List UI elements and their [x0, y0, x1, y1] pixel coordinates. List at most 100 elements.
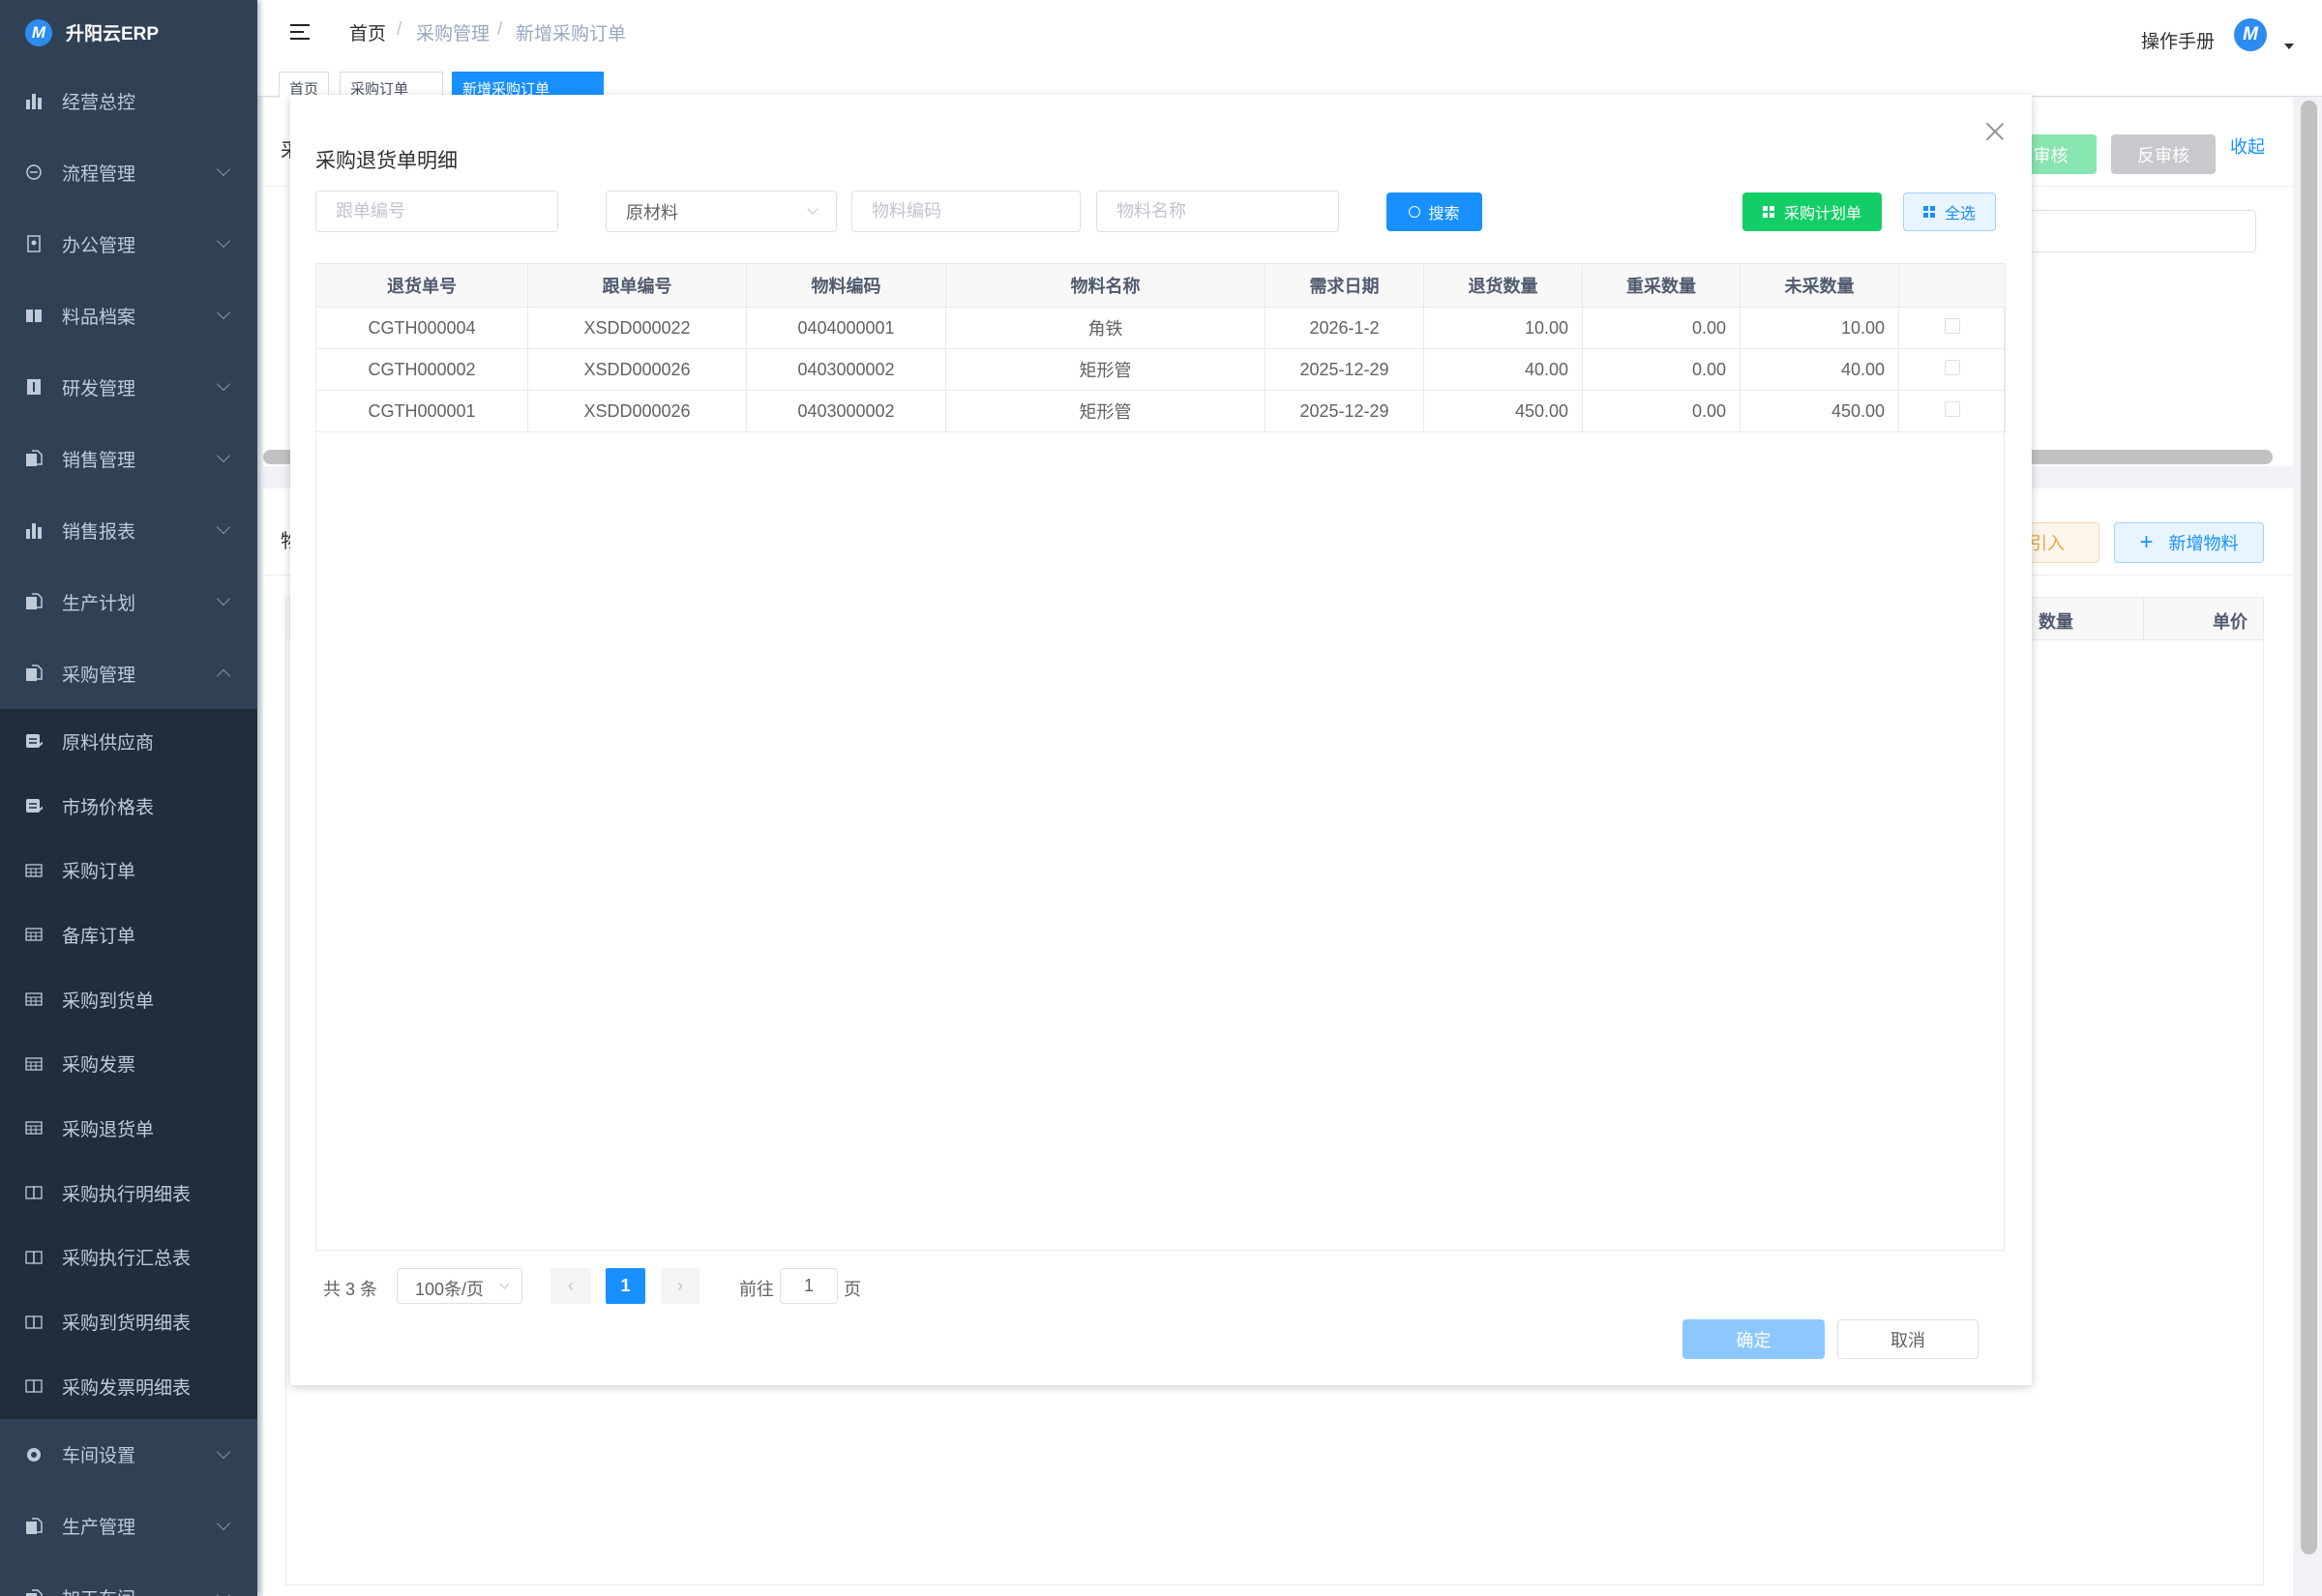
table-row[interactable]: CGTH000004 XSDD000022 0404000001 角铁 2026-1-2…: [315, 307, 2006, 349]
unaudit-button[interactable]: 反审核: [2111, 134, 2216, 174]
table-row[interactable]: CGTH000001 XSDD000026 0403000002 矩形管 2025-12…: [315, 390, 2006, 432]
sidebar-subitem-3[interactable]: 备库订单: [0, 902, 257, 967]
sidebar-item-6[interactable]: 销售报表: [0, 494, 257, 566]
sidebar-item-label: 料品档案: [62, 307, 136, 328]
gear-icon: [25, 1446, 43, 1463]
table-cell: CGTH000002: [315, 348, 528, 391]
table-cell: 矩形管: [945, 348, 1265, 391]
sidebar-subitem-4[interactable]: 采购到货单: [0, 967, 257, 1032]
table-row[interactable]: CGTH000002 XSDD000026 0403000002 矩形管 2025-12…: [315, 348, 2006, 391]
sidebar-item-label: 原料供应商: [62, 732, 155, 754]
top-navbar: 首页 / 采购管理 / 新增采购订单 操作手册 M: [257, 0, 2322, 53]
page-suffix: 页: [844, 1280, 861, 1299]
sidebar-item-5[interactable]: 销售管理: [0, 423, 257, 494]
table-cell: 0403000002: [746, 348, 946, 391]
chevron-down-icon: [216, 376, 231, 392]
table-cell: 40.00: [1740, 348, 1899, 391]
page-1-button[interactable]: 1: [606, 1268, 645, 1304]
sidebar-item-label: 采购管理: [62, 665, 136, 686]
goto-page-input[interactable]: [780, 1268, 838, 1304]
page-size-select[interactable]: 100条/页: [397, 1268, 522, 1304]
chevron-down-icon: [216, 1516, 231, 1530]
table-cell: 0.00: [1582, 307, 1741, 349]
sidebar-subitem-8[interactable]: 采购执行汇总表: [0, 1226, 257, 1290]
sidebar-item-4[interactable]: 研发管理: [0, 351, 257, 423]
table-cell: 2025-12-29: [1265, 348, 1424, 391]
table-cell: XSDD000022: [527, 307, 747, 349]
sidebar-subitem-0[interactable]: 原料供应商: [0, 709, 257, 774]
tab-label: 新增采购订单: [462, 81, 551, 98]
sidebar-item-8[interactable]: 采购管理: [0, 637, 257, 709]
sidebar-subitem-6[interactable]: 采购退货单: [0, 1096, 257, 1161]
sidebar-item-label: 流程管理: [62, 163, 136, 185]
document-icon: [25, 1517, 43, 1535]
grid-icon: [1762, 206, 1774, 218]
sidebar-item-11[interactable]: 加工车间: [0, 1562, 257, 1596]
add-material-button[interactable]: + 新增物料: [2114, 522, 2264, 563]
caret-down-icon[interactable]: [2284, 44, 2294, 49]
cancel-button[interactable]: 取消: [1837, 1319, 1979, 1359]
search-icon: [1409, 206, 1421, 218]
sidebar-item-9[interactable]: 车间设置: [0, 1419, 257, 1491]
sidebar-item-3[interactable]: 料品档案: [0, 280, 257, 351]
logo[interactable]: M 升阳云ERP: [0, 0, 257, 65]
purchase-plan-button[interactable]: 采购计划单: [1742, 192, 1882, 231]
row-checkbox[interactable]: [1944, 359, 1960, 375]
open-book-icon: [25, 1184, 43, 1201]
category-select[interactable]: 原材料: [606, 191, 837, 232]
table-cell: 10.00: [1423, 307, 1583, 349]
sidebar-subitem-1[interactable]: 市场价格表: [0, 774, 257, 839]
select-all-button[interactable]: 全选: [1903, 192, 1996, 231]
order-no-input[interactable]: [315, 191, 558, 232]
table-cell: 450.00: [1740, 390, 1899, 432]
sidebar-item-label: 采购退货单: [62, 1119, 155, 1140]
close-icon[interactable]: [1985, 122, 2005, 141]
table-icon: [25, 1055, 43, 1073]
material-name-input[interactable]: [1096, 191, 1339, 232]
avatar[interactable]: M: [2234, 18, 2267, 51]
sidebar-subitem-7[interactable]: 采购执行明细表: [0, 1161, 257, 1226]
sidebar-item-label: 采购到货单: [62, 990, 155, 1012]
column-header: 退货单号: [315, 263, 528, 308]
sidebar-item-label: 备库订单: [62, 926, 136, 947]
sidebar-subitem-2[interactable]: 采购订单: [0, 838, 257, 902]
next-page-button[interactable]: ›: [661, 1268, 700, 1304]
document-icon: [25, 665, 43, 682]
sidebar-item-label: 加工车间: [62, 1584, 135, 1596]
prev-page-button[interactable]: ‹: [551, 1268, 591, 1304]
row-checkbox[interactable]: [1944, 317, 1960, 334]
sidebar-subitem-9[interactable]: 采购到货明细表: [0, 1289, 257, 1354]
collapse-link[interactable]: 收起: [2230, 137, 2265, 157]
chevron-up-icon: [216, 668, 231, 684]
confirm-button[interactable]: 确定: [1682, 1319, 1825, 1359]
breadcrumb-separator: /: [497, 19, 503, 40]
sidebar-subitem-10[interactable]: 采购发票明细表: [0, 1354, 257, 1419]
sidebar-item-0[interactable]: 经营总控: [0, 65, 257, 136]
hamburger-icon[interactable]: [290, 24, 310, 40]
table-icon: [25, 1119, 43, 1137]
sidebar-item-7[interactable]: 生产计划: [0, 566, 257, 637]
sidebar-item-2[interactable]: 办公管理: [0, 208, 257, 280]
breadcrumb-home[interactable]: 首页: [349, 24, 387, 44]
vertical-scrollbar[interactable]: [2301, 101, 2317, 1554]
search-button[interactable]: 搜索: [1386, 192, 1482, 231]
grid-icon: [1922, 206, 1935, 218]
column-header: [1898, 263, 2006, 308]
table-cell: 0404000001: [746, 307, 946, 349]
sidebar-submenu: 原料供应商市场价格表 采购订单备库订单采购到货单采购发票采购退货单采购执行明细表采…: [0, 709, 257, 1419]
logo-text: 升阳云ERP: [66, 24, 160, 44]
sidebar-item-10[interactable]: 生产管理: [0, 1491, 257, 1562]
plus-icon: +: [2139, 529, 2154, 555]
sidebar-item-1[interactable]: 流程管理: [0, 136, 257, 208]
row-checkbox[interactable]: [1944, 400, 1960, 417]
table-cell: 2025-12-29: [1265, 390, 1424, 432]
category-value: 原材料: [626, 202, 678, 222]
flow-icon: [25, 163, 43, 181]
material-code-input[interactable]: [851, 191, 1081, 232]
manual-link[interactable]: 操作手册: [2141, 32, 2216, 52]
open-book-icon: [25, 1314, 43, 1331]
sidebar-subitem-5[interactable]: 采购发票: [0, 1031, 257, 1096]
table-icon: [25, 926, 43, 943]
return-detail-dialog: 采购退货单明细 原材料 搜索 采购计划单 全选 退货单号跟单编号物料编码物料名称…: [290, 95, 2032, 1385]
document-icon: [25, 593, 43, 610]
